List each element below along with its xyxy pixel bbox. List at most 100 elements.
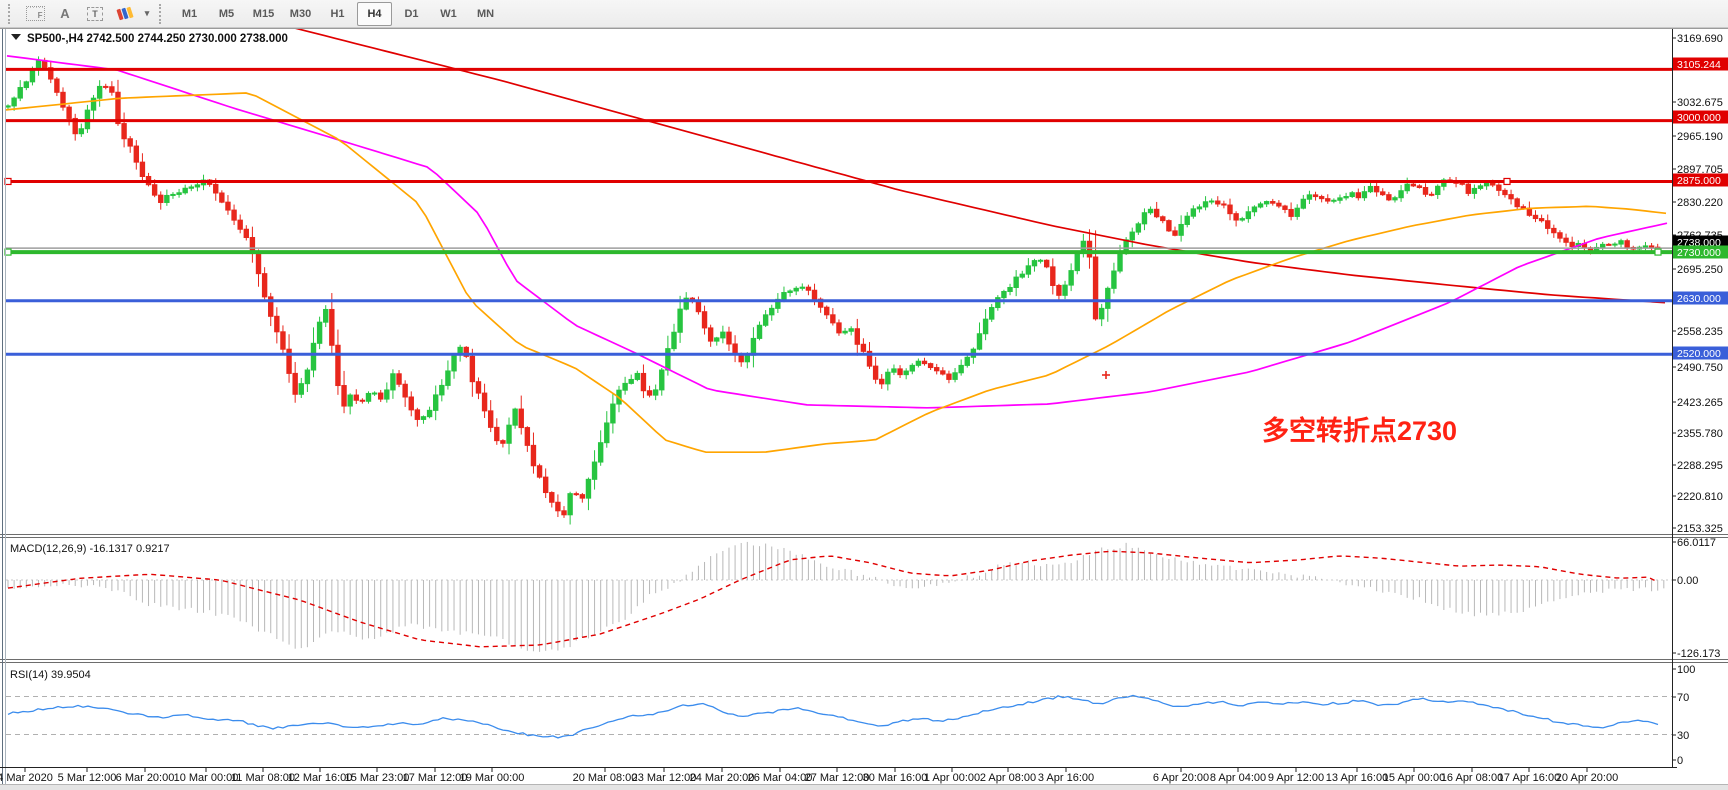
profile-grid-glyph: F bbox=[25, 6, 45, 21]
chart-canvas[interactable]: 3169.690 3032.675 2965.190 2897.705 2830.220… bbox=[0, 28, 1728, 790]
rsi-label: RSI(14) 39.9504 bbox=[10, 669, 91, 681]
colors-icon[interactable] bbox=[111, 2, 139, 26]
price-axis-label: 2965.190 bbox=[1677, 131, 1723, 143]
price-badge bbox=[1673, 346, 1728, 360]
price-badge bbox=[1673, 173, 1728, 187]
macd-signal-line bbox=[7, 550, 1657, 648]
macd-label: MACD(12,26,9) -16.1317 0.9217 bbox=[10, 543, 170, 555]
price-axis-label: 2153.325 bbox=[1677, 523, 1723, 535]
price-axis[interactable]: 3169.690 3032.675 2965.190 2897.705 2830.220… bbox=[1672, 33, 1728, 535]
time-axis[interactable]: 4 Mar 2020 5 Mar 12:00 6 Mar 20:00 10 Mar 0… bbox=[0, 767, 1618, 784]
price-badge-label: 2630.000 bbox=[1677, 293, 1721, 305]
annotation-anchor-icon bbox=[1102, 371, 1110, 379]
time-axis-label: 23 Mar 12:00 bbox=[632, 772, 697, 784]
price-badge bbox=[1673, 245, 1728, 259]
time-axis-label: 1 Apr 00:00 bbox=[924, 772, 980, 784]
time-axis-label: 15 Apr 00:00 bbox=[1383, 772, 1445, 784]
timeframe-button-d1[interactable]: D1 bbox=[404, 7, 419, 20]
macd-histogram bbox=[7, 541, 1665, 652]
time-axis-label: 11 Mar 08:00 bbox=[231, 772, 295, 784]
time-axis-label: 19 Mar 00:00 bbox=[460, 772, 525, 784]
timeframe-button-w1[interactable]: W1 bbox=[440, 7, 457, 20]
hline-handle[interactable] bbox=[1654, 248, 1662, 256]
indicator-axis-label: 0 bbox=[1677, 755, 1683, 767]
timeframe-button-group: M1 M5 M15 M30 H1 H4 D1 W1 MN bbox=[172, 1, 503, 26]
crayons-glyph bbox=[116, 6, 134, 21]
price-badge-label: 3105.244 bbox=[1677, 59, 1721, 71]
price-axis-label: 3032.675 bbox=[1677, 97, 1723, 109]
price-badge bbox=[1673, 235, 1728, 249]
timeframe-button-m15[interactable]: M15 bbox=[252, 7, 275, 20]
text-label-icon[interactable]: A bbox=[60, 6, 70, 21]
ma-slow-red-line bbox=[295, 29, 1666, 304]
time-axis-label: 6 Mar 20:00 bbox=[116, 772, 175, 784]
time-axis-label: 30 Mar 16:00 bbox=[863, 772, 928, 784]
time-axis-label: 12 Mar 16:00 bbox=[288, 772, 353, 784]
text-box-glyph: T bbox=[87, 6, 103, 21]
time-axis-label: 8 Apr 04:00 bbox=[1210, 772, 1266, 784]
timeframe-button-h1[interactable]: H1 bbox=[330, 7, 345, 20]
annotation-text[interactable]: 多空转折点2730 bbox=[1262, 415, 1457, 446]
time-axis-label: 15 Mar 23:00 bbox=[345, 772, 410, 784]
time-axis-label: 4 Mar 2020 bbox=[0, 772, 53, 784]
toolbar: F A T ▾ M1 M5 M15 M30 H1 H4 D1 W1 MN bbox=[0, 0, 1728, 28]
price-axis-label: 2830.220 bbox=[1677, 197, 1723, 209]
time-axis-label: 13 Apr 16:00 bbox=[1326, 772, 1388, 784]
timeframe-button-m5[interactable]: M5 bbox=[218, 7, 235, 20]
price-axis-label: 2355.780 bbox=[1677, 428, 1723, 440]
indicator-axis-label: 66.0117 bbox=[1677, 537, 1716, 549]
toolbar-group-handle[interactable] bbox=[159, 3, 166, 24]
panel-borders bbox=[0, 28, 1728, 790]
indicator-axis: 66.0117 0.00 -126.173 100 70 30 0 bbox=[1672, 537, 1720, 767]
price-axis-label: 2490.750 bbox=[1677, 362, 1723, 374]
profile-grid-icon[interactable]: F bbox=[21, 2, 49, 26]
price-badge bbox=[1673, 291, 1728, 305]
hline-2875[interactable] bbox=[4, 177, 1672, 186]
timeframe-button-m30[interactable]: M30 bbox=[289, 7, 312, 20]
timeframe-button-h4[interactable]: H4 bbox=[357, 1, 392, 26]
indicator-axis-label: -126.173 bbox=[1677, 648, 1720, 660]
price-badge bbox=[1673, 57, 1728, 71]
price-badge-label: 3000.000 bbox=[1677, 112, 1721, 124]
price-axis-label: 2423.265 bbox=[1677, 397, 1723, 409]
price-badge-label: 2520.000 bbox=[1677, 348, 1721, 360]
price-axis-label: 2897.705 bbox=[1677, 164, 1723, 176]
price-axis-label: 2695.250 bbox=[1677, 264, 1723, 276]
time-axis-label: 26 Mar 04:00 bbox=[748, 772, 813, 784]
indicator-gridlines bbox=[6, 579, 1672, 735]
rsi-line bbox=[7, 694, 1659, 739]
price-badge bbox=[1673, 110, 1728, 124]
price-badge-label: 2875.000 bbox=[1677, 175, 1721, 187]
time-axis-label: 9 Apr 12:00 bbox=[1268, 772, 1324, 784]
indicator-axis-label: 70 bbox=[1677, 692, 1689, 704]
time-axis-label: 17 Apr 16:00 bbox=[1498, 772, 1560, 784]
text-box-icon[interactable]: T bbox=[81, 2, 109, 26]
price-axis-label: 2288.295 bbox=[1677, 460, 1723, 472]
ma-fast-magenta-line bbox=[6, 55, 1668, 409]
toolbar-drag-handle[interactable] bbox=[8, 3, 15, 24]
time-axis-label: 20 Mar 08:00 bbox=[573, 772, 638, 784]
time-axis-label: 20 Apr 20:00 bbox=[1556, 772, 1618, 784]
candles-layer bbox=[6, 56, 1661, 525]
time-axis-label: 17 Mar 12:00 bbox=[403, 772, 468, 784]
chart-title: SP500-,H4 2742.500 2744.250 2730.000 273… bbox=[27, 33, 288, 45]
indicator-axis-label: 30 bbox=[1677, 730, 1689, 742]
hline-handle[interactable] bbox=[1503, 177, 1511, 186]
time-axis-label: 5 Mar 12:00 bbox=[58, 772, 117, 784]
timeframe-button-mn[interactable]: MN bbox=[476, 7, 495, 20]
indicator-axis-label: 100 bbox=[1677, 664, 1695, 676]
time-axis-label: 10 Mar 00:00 bbox=[174, 772, 239, 784]
price-axis-label: 3169.690 bbox=[1677, 33, 1723, 45]
time-axis-label: 16 Apr 08:00 bbox=[1441, 772, 1503, 784]
symbol-dropdown-icon[interactable] bbox=[11, 34, 21, 40]
time-axis-label: 2 Apr 08:00 bbox=[980, 772, 1036, 784]
time-axis-label: 6 Apr 20:00 bbox=[1153, 772, 1209, 784]
price-axis-label: 2558.235 bbox=[1677, 326, 1723, 338]
timeframe-button-m1[interactable]: M1 bbox=[181, 7, 198, 20]
time-axis-label: 3 Apr 16:00 bbox=[1038, 772, 1094, 784]
time-axis-label: 27 Mar 12:00 bbox=[805, 772, 870, 784]
colors-dropdown-caret-icon[interactable]: ▾ bbox=[144, 8, 150, 18]
ma-mid-orange-line bbox=[6, 92, 1667, 454]
price-axis-label: 2220.810 bbox=[1677, 491, 1723, 503]
indicator-axis-label: 0.00 bbox=[1677, 575, 1698, 587]
